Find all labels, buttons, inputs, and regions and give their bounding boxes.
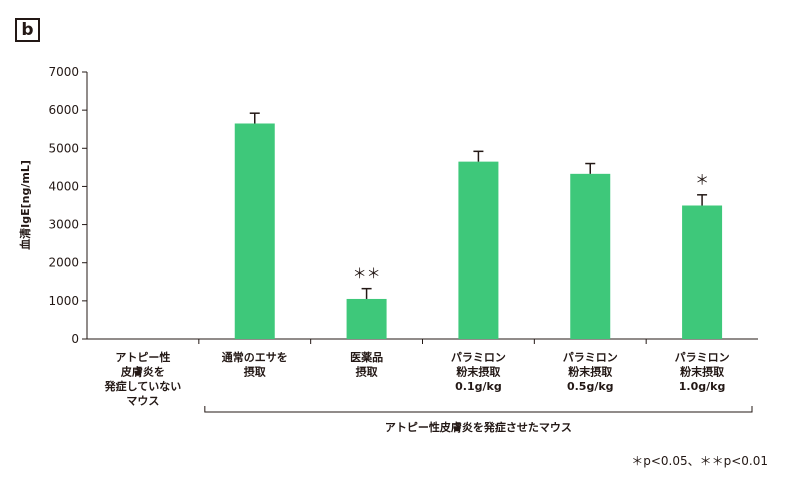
panel-label: b <box>15 18 40 42</box>
x-tick-label: パラミロン <box>563 351 618 364</box>
group-bracket <box>204 406 753 413</box>
x-tick-label: マウス <box>126 395 159 408</box>
x-tick-label: 摂取 <box>244 365 266 379</box>
y-tick-label: 0 <box>71 332 79 346</box>
y-tick-label: 4000 <box>48 179 79 193</box>
x-tick-label: 皮膚炎を <box>120 365 165 379</box>
x-tick-label: 医薬品 <box>350 350 383 364</box>
x-tick-labels: アトピー性皮膚炎を発症していないマウス通常のエサを摂取医薬品摂取パラミロン粉末摂… <box>104 350 753 434</box>
bar <box>346 298 387 339</box>
bar <box>458 161 499 339</box>
significance-footnote: ＊p<0.05、＊＊p<0.01 <box>631 454 768 468</box>
y-tick-label: 1000 <box>48 294 79 308</box>
y-axis-label: 血清IgE[ng/mL] <box>18 160 32 250</box>
y-tick-label: 3000 <box>48 218 79 232</box>
y-tick-label: 6000 <box>48 103 79 117</box>
x-tick-label: 摂取 <box>356 365 378 379</box>
x-tick-label: 通常のエサを <box>222 350 288 364</box>
axes: 0 1000 2000 3000 4000 5000 6000 7000 <box>48 65 758 346</box>
x-tick-label: 0.5g/kg <box>567 380 614 393</box>
bar <box>570 173 611 339</box>
significance-mark: ＊ <box>695 173 709 189</box>
bar <box>682 205 723 339</box>
y-tick-label: 2000 <box>48 256 79 270</box>
bars: ＊＊＊ <box>234 112 723 339</box>
x-tick-label: パラミロン <box>675 351 730 364</box>
x-tick-label: 1.0g/kg <box>679 380 726 393</box>
bar <box>234 123 275 339</box>
x-tick-label: 発症していない <box>104 379 182 393</box>
x-tick-label: アトピー性 <box>115 350 170 364</box>
significance-mark: ＊＊ <box>353 267 381 283</box>
x-tick-label: 0.1g/kg <box>455 380 502 393</box>
x-tick-label: 粉末摂取 <box>680 365 724 379</box>
x-tick-label: 粉末摂取 <box>456 365 500 379</box>
x-tick-label: パラミロン <box>451 351 506 364</box>
x-tick-label: 粉末摂取 <box>568 365 612 379</box>
y-tick-label: 5000 <box>48 141 79 155</box>
y-tick-label: 7000 <box>48 65 79 79</box>
group-label: アトピー性皮膚炎を発症させたマウス <box>385 420 572 434</box>
